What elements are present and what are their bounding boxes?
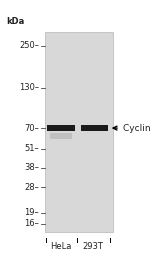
Bar [46,125,75,131]
Text: kDa: kDa [6,17,24,26]
Text: 38–: 38– [24,163,39,172]
Text: 130–: 130– [19,83,39,92]
Bar [50,133,72,139]
Text: Cyclin K: Cyclin K [123,124,150,133]
Text: 28–: 28– [24,183,39,192]
Text: 19–: 19– [24,208,39,217]
Text: HeLa: HeLa [50,242,71,251]
Text: 16–: 16– [24,219,39,228]
Bar [45,32,112,232]
Text: 293T: 293T [82,242,103,251]
Text: 51–: 51– [24,144,39,153]
Text: 250–: 250– [19,41,39,50]
Text: 70–: 70– [24,124,39,133]
Bar [81,125,108,131]
